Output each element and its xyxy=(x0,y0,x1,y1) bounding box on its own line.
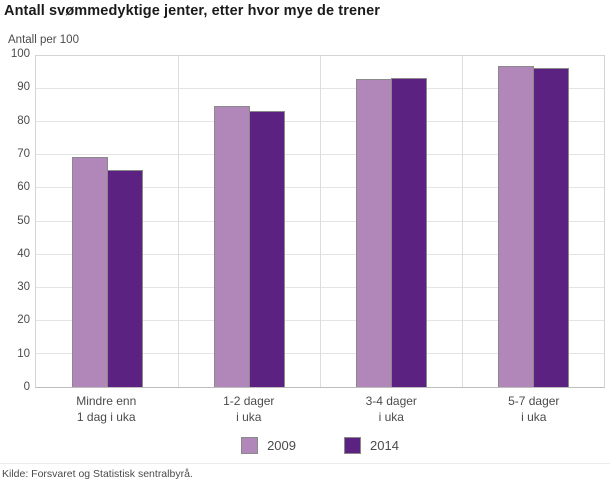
y-tick-label: 50 xyxy=(17,214,30,227)
bar-2009 xyxy=(497,65,534,387)
chart-title: Antall svømmedyktige jenter, etter hvor … xyxy=(4,3,380,19)
footer-divider xyxy=(0,463,610,464)
bar-2014 xyxy=(390,77,427,387)
bar-group xyxy=(320,56,462,387)
y-tick-label: 30 xyxy=(17,281,30,294)
plot-area xyxy=(35,55,605,388)
legend-item-2014: 2014 xyxy=(344,437,399,454)
y-axis-unit-label: Antall per 100 xyxy=(8,34,79,46)
bar-2014 xyxy=(248,110,285,387)
category-separator-line xyxy=(320,56,321,387)
bar-group xyxy=(462,56,604,387)
y-tick-label: 60 xyxy=(17,181,30,194)
y-tick-label: 10 xyxy=(17,347,30,360)
y-tick-label: 80 xyxy=(17,114,30,127)
legend-swatch-2014 xyxy=(344,437,361,454)
legend-label: 2009 xyxy=(267,438,296,453)
y-tick-label: 20 xyxy=(17,314,30,327)
y-tick-label: 40 xyxy=(17,247,30,260)
bar-group xyxy=(36,56,178,387)
legend: 2009 2014 xyxy=(35,437,605,454)
x-category-label: 5-7 dager i uka xyxy=(508,394,560,425)
bar-2009 xyxy=(213,105,250,387)
legend-item-2009: 2009 xyxy=(241,437,296,454)
x-category-label: 3-4 dager i uka xyxy=(365,394,417,425)
source-note: Kilde: Forsvaret og Statistisk sentralby… xyxy=(2,468,193,480)
y-tick-label: 90 xyxy=(17,81,30,94)
bar-2009 xyxy=(355,79,392,387)
category-separator-line xyxy=(462,56,463,387)
legend-label: 2014 xyxy=(370,438,399,453)
bar-2014 xyxy=(532,67,569,387)
y-tick-label: 70 xyxy=(17,147,30,160)
y-axis-tick-labels: 0 10 20 30 40 50 60 70 80 90 100 xyxy=(0,48,30,393)
legend-swatch-2009 xyxy=(241,437,259,454)
x-axis-labels: Mindre enn 1 dag i uka 1-2 dager i uka 3-4… xyxy=(35,393,605,425)
x-category-label: 1-2 dager i uka xyxy=(223,394,275,425)
bar-group xyxy=(178,56,320,387)
bar-2009 xyxy=(71,156,108,387)
x-category-label: Mindre enn 1 dag i uka xyxy=(76,394,137,425)
category-separator-line xyxy=(178,56,179,387)
y-tick-label: 0 xyxy=(23,381,30,393)
y-tick-label: 100 xyxy=(10,48,30,60)
bar-2014 xyxy=(106,170,143,387)
